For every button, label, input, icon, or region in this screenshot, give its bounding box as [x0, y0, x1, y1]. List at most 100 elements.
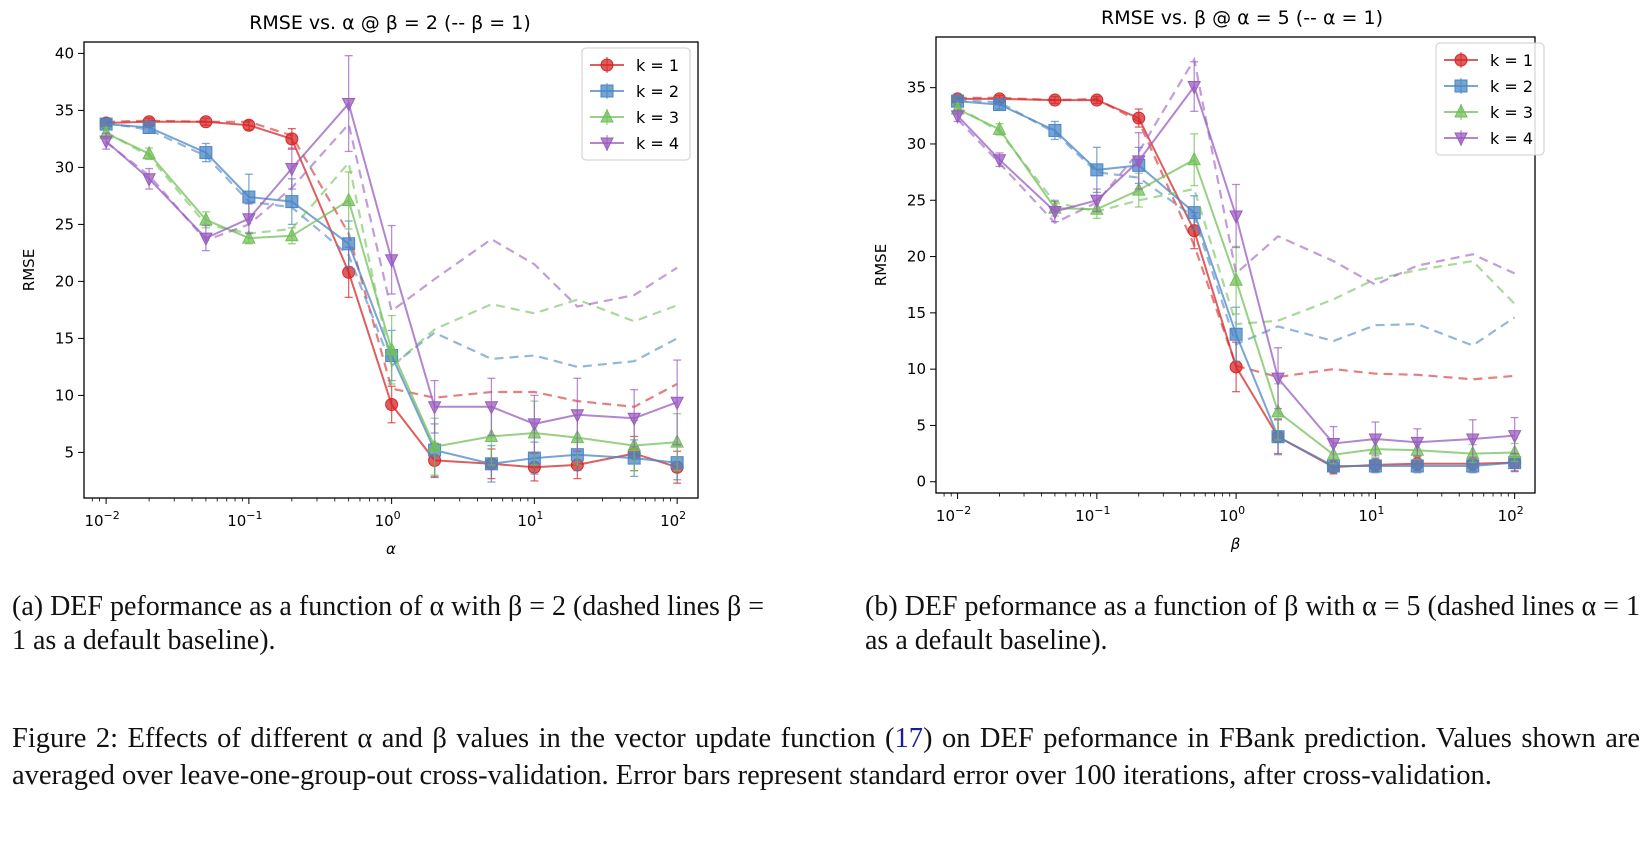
- x-tick-label: 10−1: [1075, 504, 1110, 525]
- series-2: [99, 117, 684, 483]
- chart-title: RMSE vs. β @ α = 5 (-- α = 1): [1101, 7, 1383, 29]
- data-point: [285, 132, 299, 146]
- series-1: [99, 115, 684, 484]
- data-point: [384, 341, 399, 356]
- plot-frame: [83, 41, 699, 499]
- data-point: [992, 154, 1007, 168]
- y-tick-label: 10: [55, 386, 74, 404]
- figure-caption-text-start: Figure 2: Effects of different α and β v…: [12, 723, 895, 754]
- y-tick-label: 35: [907, 79, 926, 97]
- y-tick-label: 20: [907, 248, 926, 266]
- data-point: [527, 418, 542, 433]
- data-point: [1368, 433, 1383, 448]
- data-point: [285, 163, 299, 177]
- data-point: [242, 213, 256, 227]
- data-point: [1048, 123, 1062, 137]
- data-point: [285, 195, 299, 209]
- figure-caption-text-end: ) on DEF peformance in FBank prediction.…: [12, 723, 1641, 791]
- legend-label: k = 1: [1490, 51, 1533, 70]
- legend-label: k = 2: [1490, 77, 1533, 96]
- chart-title: RMSE vs. α @ β = 2 (-- β = 1): [249, 12, 531, 34]
- legend-marker: [600, 137, 614, 152]
- data-point: [1229, 327, 1243, 341]
- data-point: [1410, 436, 1425, 451]
- data-point: [142, 121, 156, 134]
- data-point: [142, 173, 156, 187]
- legend-label: k = 4: [1490, 129, 1533, 148]
- y-tick-label: 10: [907, 360, 926, 378]
- data-point: [1187, 206, 1201, 220]
- data-point: [484, 401, 499, 415]
- data-point: [199, 115, 213, 129]
- data-point: [342, 265, 356, 279]
- y-tick-label: 25: [907, 191, 926, 209]
- y-axis-label: RMSE: [872, 244, 890, 286]
- data-point: [1229, 210, 1243, 225]
- series-4: [99, 55, 684, 454]
- legend-marker: [1454, 79, 1468, 93]
- y-tick-label: 15: [907, 304, 926, 322]
- data-point: [199, 146, 213, 160]
- data-point: [1229, 360, 1243, 374]
- data-point: [1090, 194, 1104, 209]
- legend-marker: [600, 58, 614, 72]
- data-point: [950, 110, 965, 124]
- y-tick-label: 20: [55, 272, 74, 290]
- series-4: [950, 56, 1522, 461]
- subcaption-a: (a) DEF peformance as a function of α wi…: [12, 591, 764, 656]
- data-point: [992, 98, 1006, 112]
- legend-label: k = 2: [636, 82, 679, 101]
- x-tick-label: 102: [1498, 504, 1524, 525]
- data-point: [992, 121, 1007, 135]
- legend-box: [581, 47, 691, 161]
- data-point: [1187, 151, 1201, 166]
- chart-b-rmse-vs-beta: RMSE vs. β @ α = 5 (-- α = 1) 0 5 10 15 20 25 3…: [872, 7, 1545, 553]
- legend-label: k = 4: [636, 134, 679, 153]
- y-axis-label: RMSE: [20, 249, 38, 291]
- data-point: [1326, 437, 1341, 452]
- data-point: [242, 229, 256, 244]
- x-tick-label: 100: [375, 509, 401, 530]
- data-point: [285, 227, 299, 242]
- y-tick-label: 30: [907, 135, 926, 153]
- x-tick-label: 10−2: [84, 509, 119, 530]
- data-point: [384, 254, 399, 268]
- data-point: [1271, 403, 1285, 418]
- data-point: [670, 396, 684, 411]
- series-3: [950, 100, 1522, 465]
- data-point: [342, 237, 356, 251]
- data-point: [1187, 81, 1201, 95]
- x-tick-label: 100: [1219, 504, 1245, 525]
- data-point: [199, 232, 213, 247]
- y-tick-label: 15: [55, 329, 74, 347]
- y-tick-label: 25: [55, 215, 74, 233]
- legend-label: k = 3: [1490, 103, 1533, 122]
- x-axis-label: α: [386, 540, 396, 558]
- legend-marker: [600, 108, 614, 123]
- data-point: [1368, 459, 1382, 473]
- y-tick-label: 30: [55, 158, 74, 176]
- legend-marker: [600, 84, 614, 98]
- data-point: [99, 135, 113, 150]
- y-tick-label: 5: [64, 443, 74, 461]
- legend-marker: [1454, 132, 1468, 147]
- data-point: [1465, 433, 1480, 448]
- legend-box: [1435, 42, 1545, 156]
- y-tick-label: 5: [916, 416, 926, 434]
- data-point: [1410, 459, 1424, 473]
- equation-reference-link[interactable]: 17: [894, 723, 924, 754]
- plot-frame: [935, 36, 1536, 494]
- data-point: [242, 118, 256, 132]
- x-tick-label: 102: [660, 509, 686, 530]
- baseline-line-k4: [956, 56, 1516, 286]
- data-point: [385, 398, 399, 412]
- subcaption-b: (b) DEF peformance as a function of β wi…: [865, 591, 1640, 656]
- x-axis-label: β: [1230, 535, 1241, 553]
- x-tick-label: 101: [517, 509, 543, 530]
- data-point: [427, 438, 442, 453]
- data-point: [1131, 155, 1146, 169]
- legend-label: k = 3: [636, 108, 679, 127]
- data-point: [242, 190, 256, 204]
- legend-label: k = 1: [636, 56, 679, 75]
- y-tick-label: 35: [55, 101, 74, 119]
